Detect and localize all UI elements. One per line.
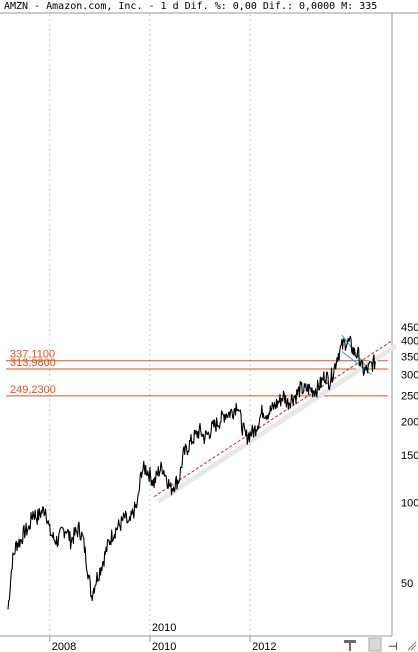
hammer-head — [344, 640, 356, 643]
y-tick-label: 300 — [401, 369, 418, 381]
y-tick-label: 250 — [401, 391, 418, 403]
price-series — [7, 335, 376, 610]
y-tick-label: 450 — [401, 322, 418, 334]
level-label: 313,9800 — [10, 357, 56, 369]
y-tick-label: 150 — [401, 450, 418, 462]
pin-icon[interactable]: ⊣ — [388, 641, 398, 652]
x-tick-label: 2010 — [152, 641, 176, 652]
y-tick-label: 100 — [401, 497, 418, 509]
grid-layer — [0, 12, 418, 637]
resize-icon[interactable] — [407, 641, 417, 651]
x-tick-label: 2012 — [252, 641, 276, 652]
y-axis: 450 400 350 300 250 200 150 100 50 — [401, 322, 418, 590]
footer-toolbar: ⊣ — [344, 637, 417, 652]
resize-grip — [407, 641, 417, 651]
y-tick-label: 200 — [401, 417, 418, 429]
price-line — [7, 335, 376, 610]
x-tick-label: 2008 — [52, 641, 76, 652]
hammer-icon[interactable] — [344, 640, 356, 651]
level-label: 337,1100 — [10, 349, 55, 361]
y-tick-label: 350 — [401, 351, 418, 363]
y-tick-label: 50 — [401, 578, 413, 590]
trendline-support — [153, 340, 393, 498]
trendline-shadow — [156, 343, 398, 504]
hammer-handle — [349, 643, 351, 651]
level-label: 249,2300 — [10, 384, 56, 396]
trendline-channel-lower — [341, 351, 372, 375]
y-tick-label: 400 — [401, 336, 418, 348]
scroll-thumb — [368, 637, 382, 652]
pin-glyph: ⊣ — [388, 641, 398, 652]
x-axis: 2008 2010 2012 2010 — [49, 622, 277, 652]
scroll-thumb-icon[interactable] — [368, 637, 382, 652]
chart-header: AMZN - Amazon.com, Inc. - 1 d Dif. %: 0,… — [4, 1, 377, 12]
x-marker-label: 2010 — [152, 622, 176, 634]
